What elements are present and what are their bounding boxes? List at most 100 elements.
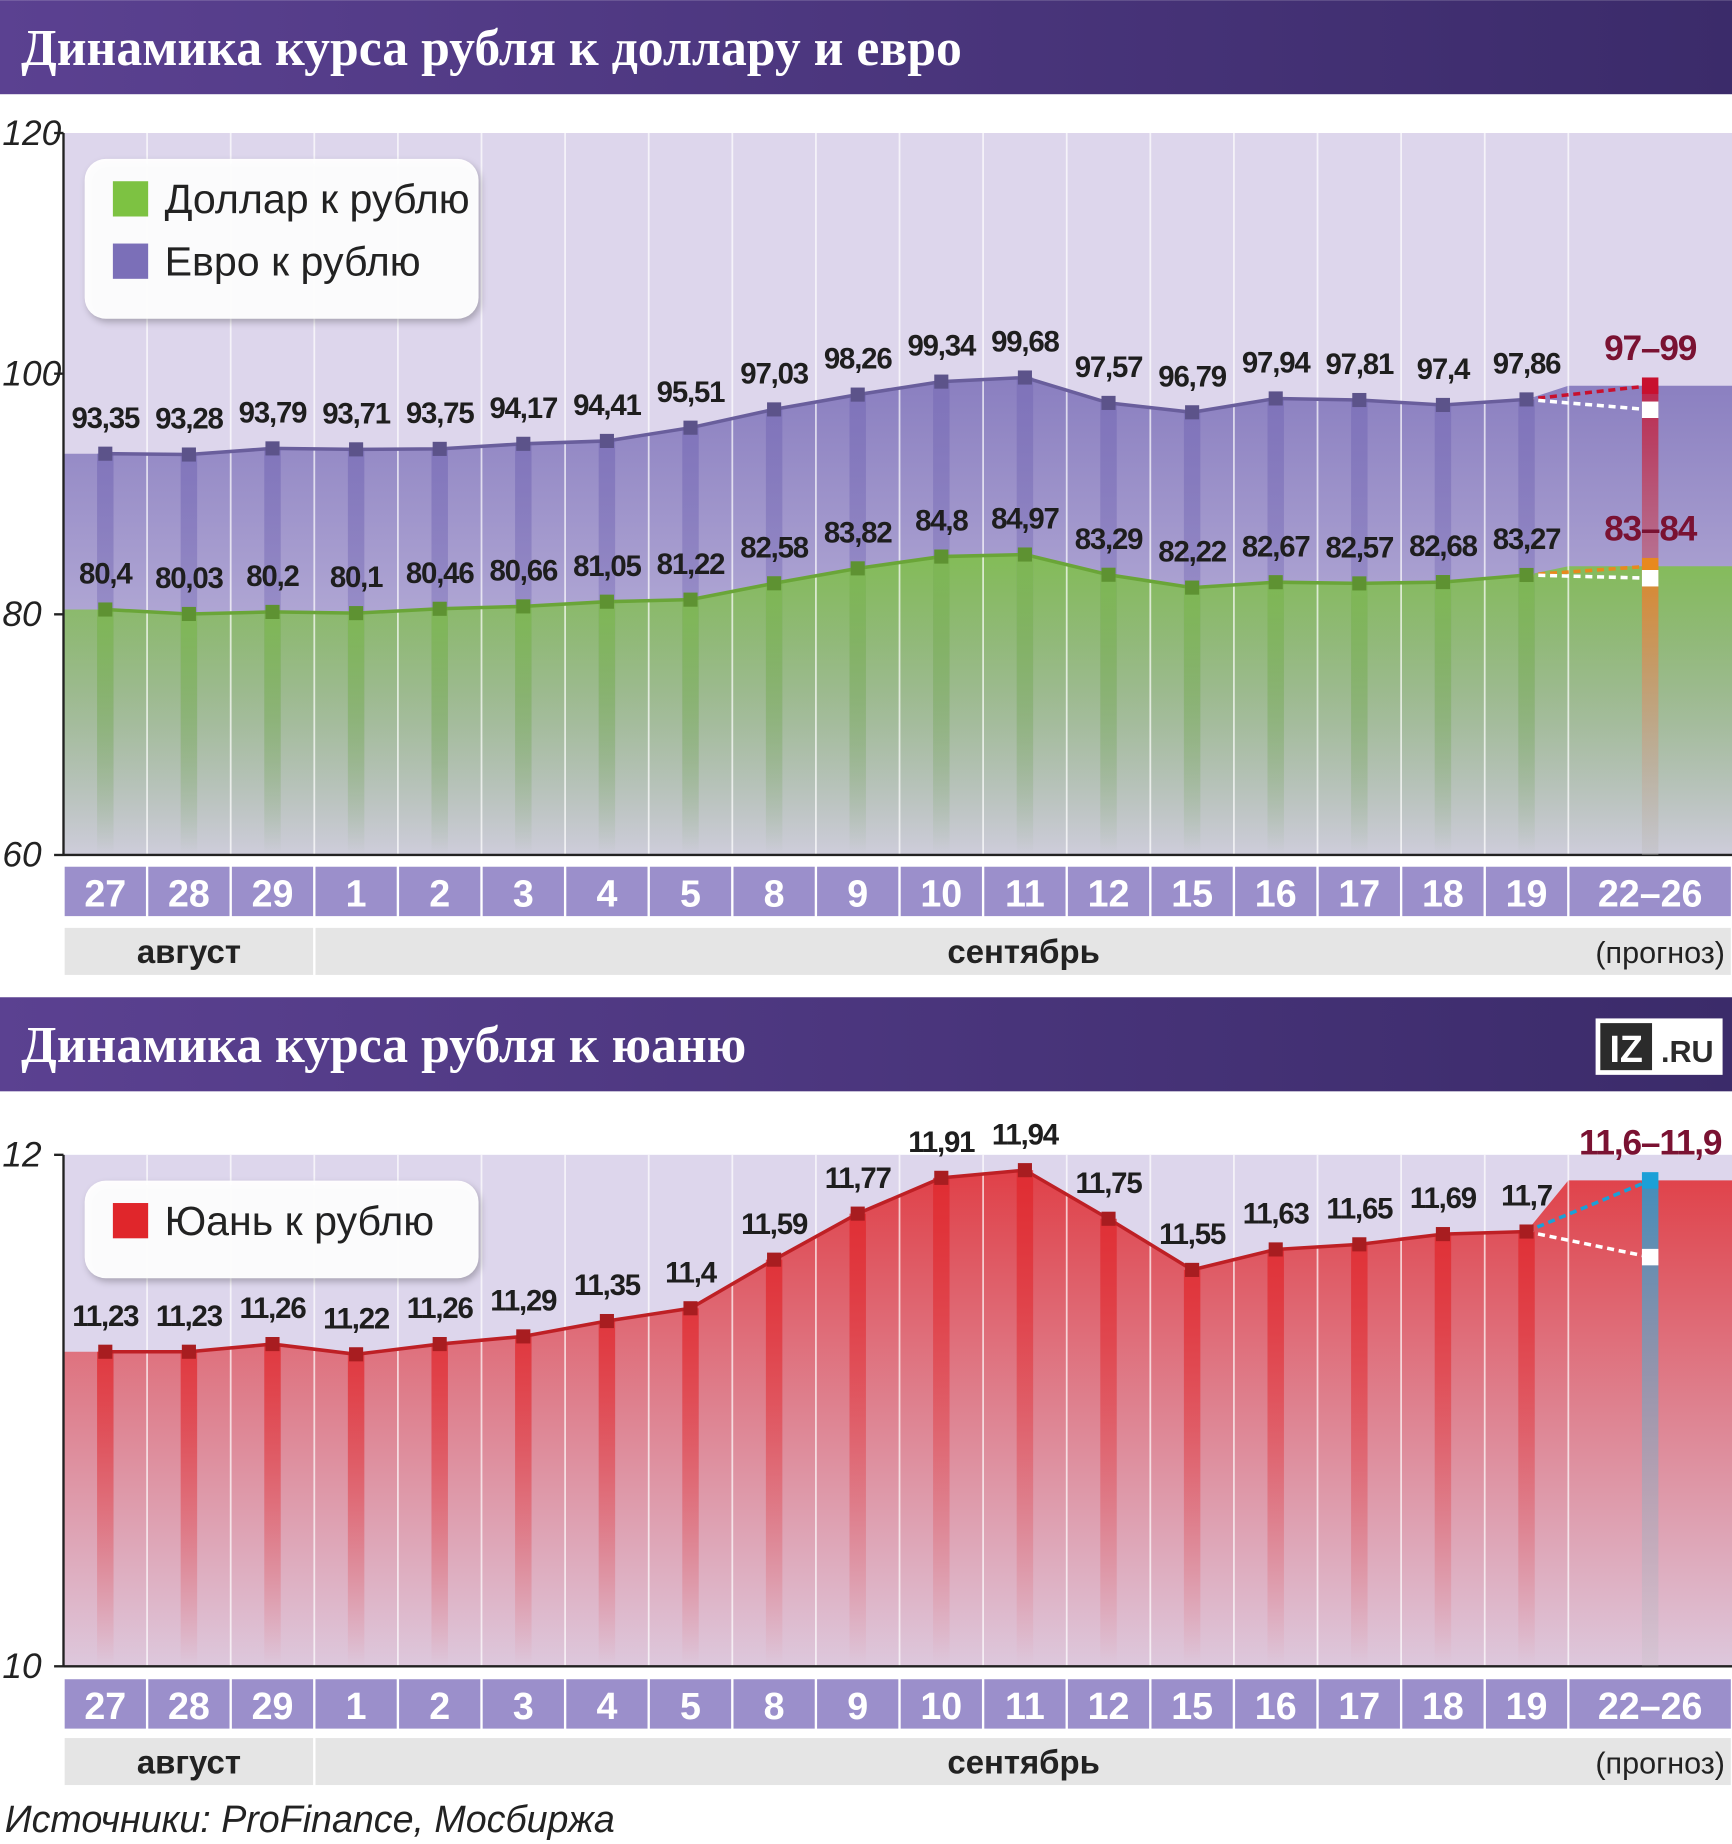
point [1185, 1262, 1200, 1277]
drop-bar [1100, 1218, 1117, 1667]
x-tick-label: 16 [1255, 1685, 1297, 1727]
point [349, 1347, 364, 1362]
forecast-note: (прогноз) [1595, 936, 1725, 970]
point [1185, 580, 1200, 595]
source: Источники: ProFinance, Мосбиржа [5, 1798, 615, 1840]
drop-bar [1267, 582, 1284, 855]
point [181, 1344, 196, 1359]
drop-bar [1267, 1249, 1284, 1667]
point [181, 447, 196, 462]
legend-box [84, 1180, 479, 1279]
point [1352, 576, 1367, 591]
x-label-box [649, 866, 732, 917]
drop-bar [933, 556, 950, 855]
point [349, 606, 364, 621]
x-tick-label: 16 [1255, 873, 1297, 915]
x-tick-label: 5 [680, 1685, 701, 1727]
x-tick-label: 9 [847, 873, 868, 915]
drop-bar [765, 1259, 783, 1667]
point [1017, 370, 1032, 385]
point [850, 1206, 865, 1221]
value-label: 93,71 [322, 397, 390, 430]
month-label: сентябрь [947, 1743, 1099, 1780]
drop-bar [598, 601, 616, 855]
drop-bar [431, 1344, 448, 1667]
drop-bar [1100, 574, 1117, 855]
x-label-box [1318, 866, 1400, 917]
drop-bar [682, 599, 699, 855]
drop-bar [347, 1354, 365, 1667]
drop-bar [1518, 1231, 1535, 1667]
x-tick-label: 3 [513, 1685, 534, 1727]
x-tick-label: 22–26 [1598, 873, 1703, 915]
value-label: 83,82 [824, 516, 892, 549]
value-label: 84,97 [991, 503, 1059, 536]
value-label: 98,26 [824, 343, 892, 376]
forecast-dash [1526, 564, 1651, 577]
x-tick-label: 3 [513, 873, 534, 915]
point [683, 592, 698, 607]
line [105, 375, 1527, 457]
value-label: 82,67 [1242, 530, 1310, 563]
value-label: 11,91 [908, 1126, 975, 1159]
x-tick-label: 1 [346, 1685, 367, 1727]
value-label: 80,4 [79, 558, 133, 591]
title-bar [0, 997, 1732, 1092]
point [1268, 391, 1283, 406]
x-label-box [566, 1679, 648, 1729]
forecast-bar [1641, 1180, 1659, 1667]
value-label: 96,79 [1158, 360, 1226, 393]
x-label-box [482, 1679, 564, 1729]
point [767, 576, 782, 591]
x-tick-label: 29 [252, 873, 294, 915]
x-tick-label: 5 [680, 873, 701, 915]
value-label: 80,03 [155, 562, 223, 595]
value-label: 82,58 [740, 531, 808, 564]
x-tick-label: 12 [1088, 1685, 1130, 1727]
month-label: август [137, 933, 241, 970]
legend-label: Доллар к рублю [165, 176, 470, 222]
value-label: 80,2 [246, 560, 299, 593]
drop-bar [1183, 1269, 1201, 1667]
point [1101, 567, 1116, 582]
value-label: 97,57 [1075, 351, 1143, 384]
x-tick-label: 18 [1422, 873, 1464, 915]
x-tick-label: 17 [1338, 1685, 1380, 1727]
month-box [315, 927, 1731, 975]
point [1519, 1224, 1534, 1239]
x-label-box [566, 866, 648, 917]
point [432, 601, 447, 616]
point [1435, 397, 1450, 413]
x-tick-label: 9 [847, 1685, 868, 1727]
drop-bar [515, 1336, 532, 1667]
value-label: 82,68 [1409, 530, 1477, 563]
x-tick-label: 10 [920, 873, 962, 915]
x-tick-label: 27 [84, 1685, 126, 1727]
forecast-label: 11,6–11,9 [1579, 1124, 1722, 1163]
value-label: 11,75 [1076, 1167, 1143, 1200]
month-label: август [137, 1743, 241, 1780]
drop-bar [97, 1351, 114, 1667]
x-tick-label: 4 [596, 873, 617, 915]
x-label-box [1067, 866, 1150, 917]
forecast-label: 97–99 [1604, 329, 1697, 368]
drop-bar [682, 1308, 699, 1667]
logo-right: .RU [1661, 1035, 1714, 1069]
x-label-box [1151, 866, 1233, 917]
forecast-low [1641, 1248, 1659, 1266]
drop-bar [765, 583, 783, 855]
chart-title: Динамика курса рубля к доллару и евро [21, 20, 962, 77]
value-label: 11,29 [490, 1285, 557, 1318]
value-label: 84,8 [915, 505, 968, 538]
forecast-low [1641, 401, 1659, 418]
point [1101, 1211, 1116, 1226]
forecast-dash [1526, 573, 1651, 580]
point [349, 442, 364, 457]
x-tick-label: 17 [1338, 873, 1380, 915]
point [1017, 547, 1032, 562]
x-label-box [984, 866, 1066, 917]
value-label: 11,63 [1243, 1198, 1310, 1231]
point [1352, 392, 1367, 408]
drop-bar [347, 613, 365, 855]
x-tick-label: 2 [429, 873, 450, 915]
